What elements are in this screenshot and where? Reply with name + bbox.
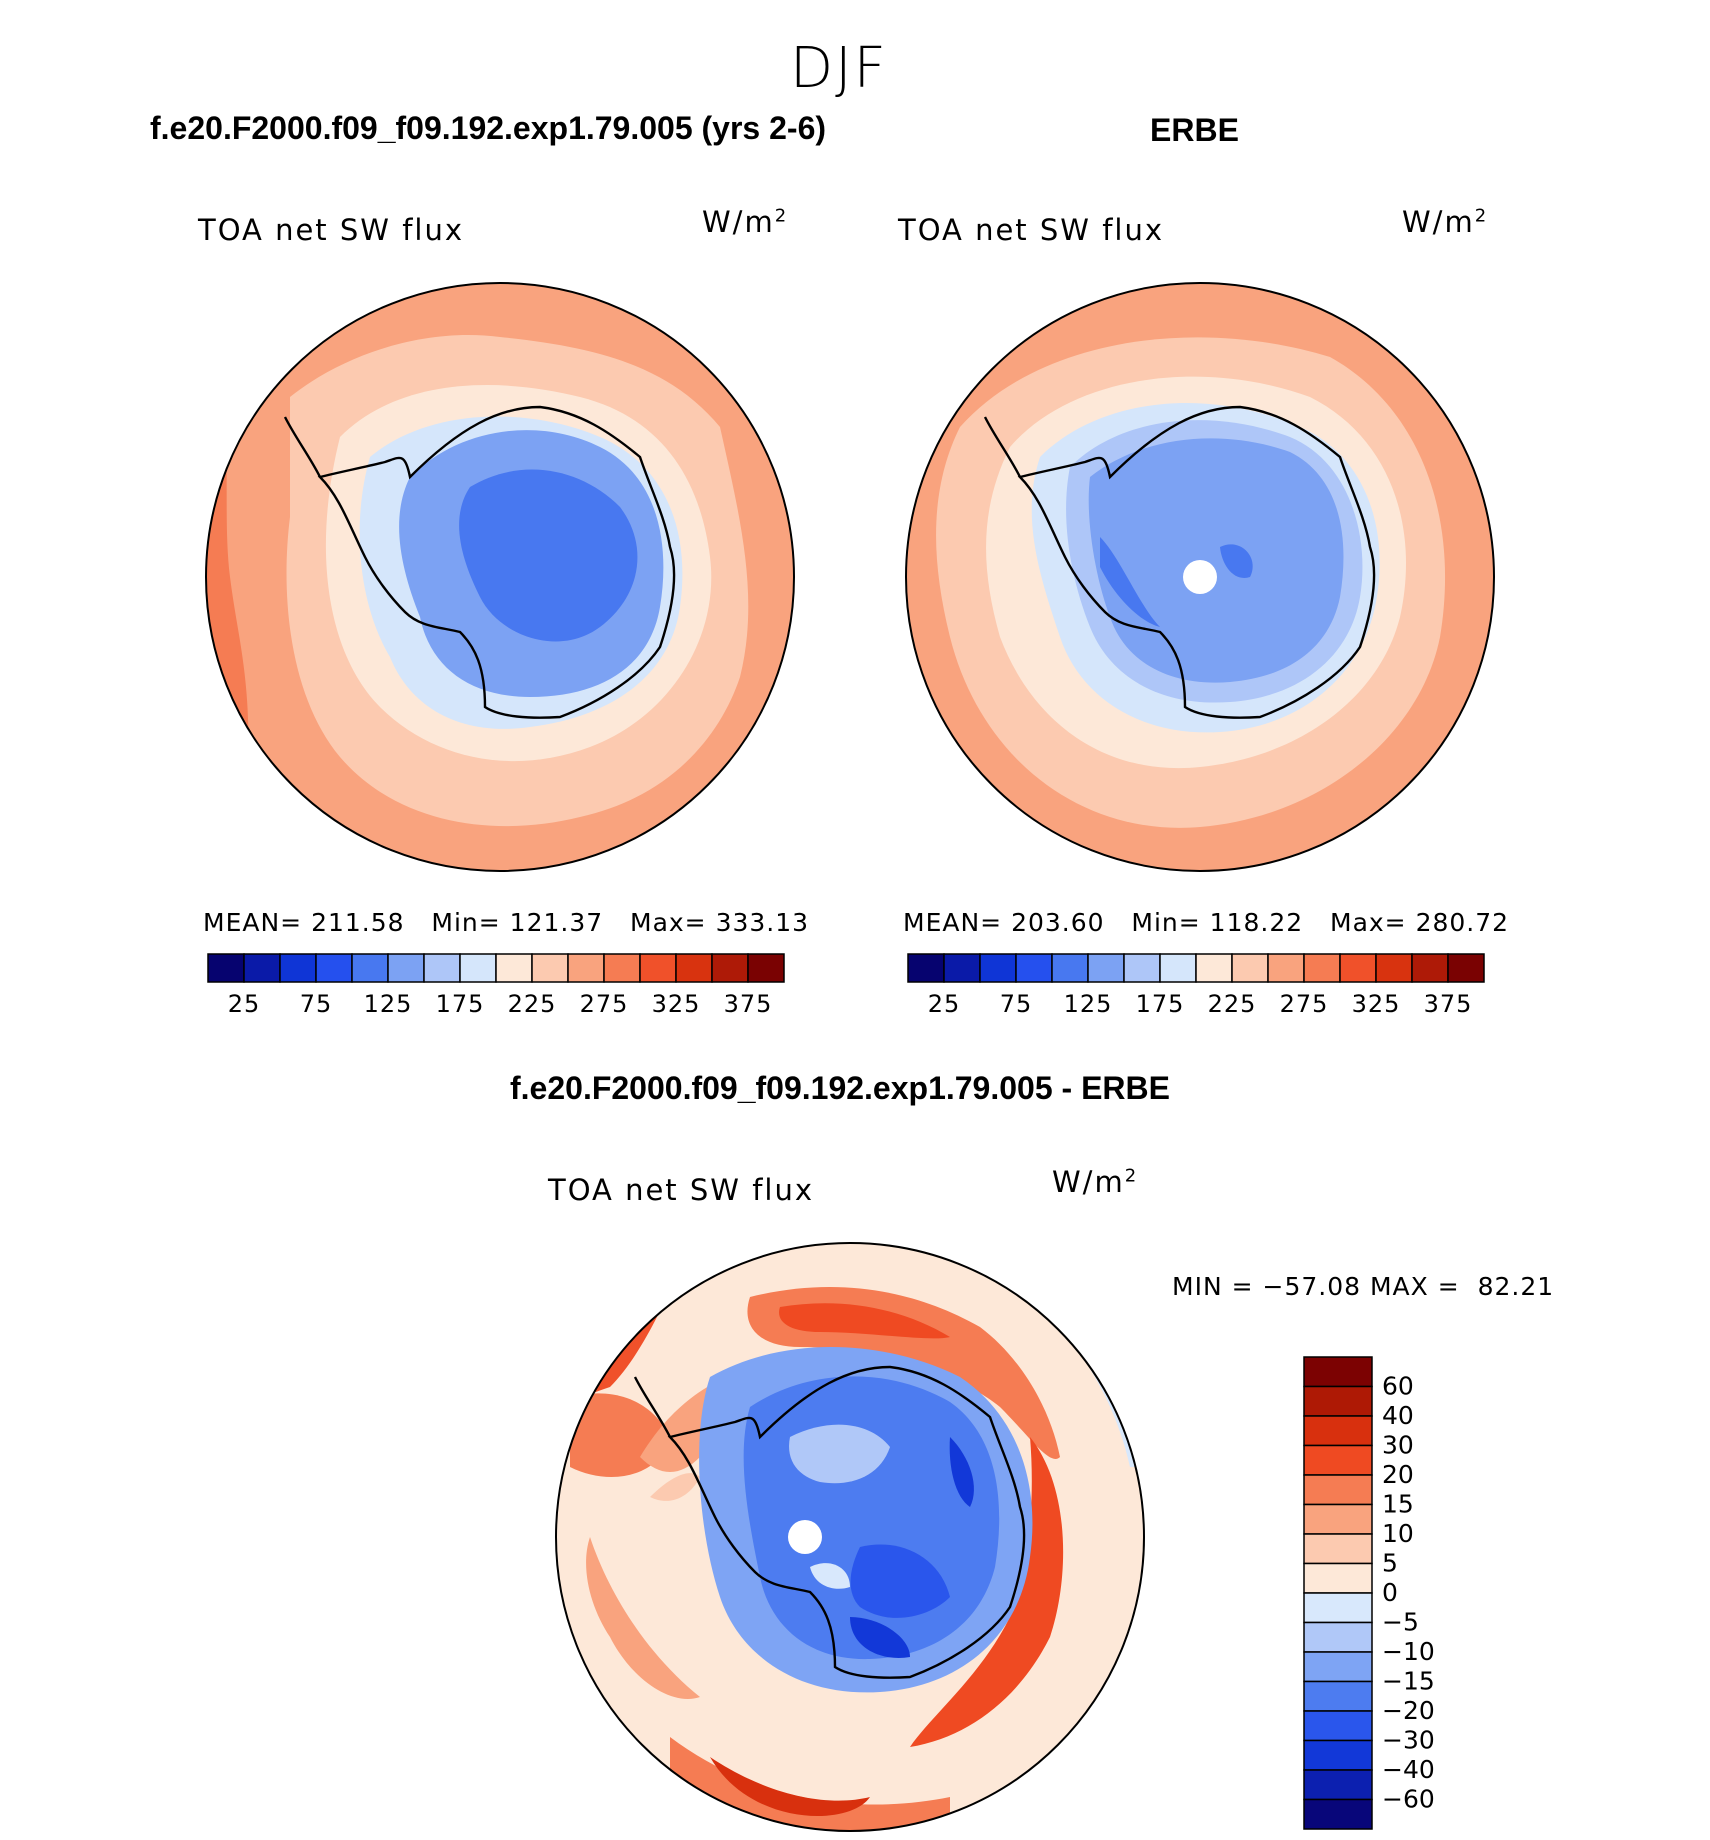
colorbar-model-box <box>387 953 425 983</box>
units-label-diff: W/m2 <box>1052 1165 1139 1199</box>
colorbar-obs-box <box>979 953 1017 983</box>
colorbar-diff-tick-label: 20 <box>1382 1460 1414 1489</box>
colorbar-obs-tick-label: 275 <box>1280 990 1329 1018</box>
colorbar-obs-box <box>1159 953 1197 983</box>
colorbar-diff-tick-label: −30 <box>1382 1726 1435 1755</box>
colorbar-diff-tick-label: 40 <box>1382 1401 1414 1430</box>
colorbar-diff-box <box>1303 1651 1373 1683</box>
colorbar-diff-box <box>1303 1533 1373 1565</box>
colorbar-obs-box <box>907 953 945 983</box>
colorbar-diff-tick-label: 0 <box>1382 1578 1398 1607</box>
colorbar-model-tick-label: 325 <box>652 990 701 1018</box>
colorbar-diff-box <box>1303 1562 1373 1594</box>
colorbar-obs-box <box>1087 953 1125 983</box>
colorbar-obs-tick-label: 325 <box>1352 990 1401 1018</box>
units-label-obs: W/m2 <box>1402 205 1489 239</box>
colorbar-obs-box <box>943 953 981 983</box>
colorbar-diff-tick-label: 15 <box>1382 1490 1414 1519</box>
colorbar-obs-box <box>1447 953 1485 983</box>
colorbar-model-tick-label: 225 <box>508 990 557 1018</box>
colorbar-model-box <box>495 953 533 983</box>
colorbar-model-tick-label: 275 <box>580 990 629 1018</box>
colorbar-model-box <box>315 953 353 983</box>
colorbar-obs-box <box>1303 953 1341 983</box>
colorbar-diff-box <box>1303 1385 1373 1417</box>
colorbar-model-box <box>423 953 461 983</box>
variable-label-diff: TOA net SW flux <box>548 1173 815 1207</box>
colorbar-diff-box <box>1303 1592 1373 1624</box>
colorbar-model-box <box>567 953 605 983</box>
colorbar-model-tick-label: 25 <box>228 990 261 1018</box>
stats-obs: MEAN= 203.60 Min= 118.22 Max= 280.72 <box>903 908 1510 937</box>
colorbar-diff-box <box>1303 1474 1373 1506</box>
colorbar-diff-tick-label: −5 <box>1382 1608 1419 1637</box>
colorbar-model-box <box>207 953 245 983</box>
colorbar-model-box <box>747 953 785 983</box>
colorbar-diff-tick-label: −40 <box>1382 1755 1435 1784</box>
variable-label-obs: TOA net SW flux <box>898 213 1165 247</box>
colorbar-obs-tick-label: 375 <box>1424 990 1473 1018</box>
colorbar-model-box <box>603 953 641 983</box>
units-label-model: W/m2 <box>702 205 789 239</box>
colorbar-diff-tick-label: −60 <box>1382 1785 1435 1814</box>
colorbar-diff-box <box>1303 1444 1373 1476</box>
colorbar-obs-box <box>1231 953 1269 983</box>
colorbar-diff-tick-label: 10 <box>1382 1519 1414 1548</box>
colorbar-obs-box <box>1195 953 1233 983</box>
colorbar-obs: 25 75 125 175 225 275 325 375 <box>907 953 1485 1018</box>
colorbar-model-tick-label: 75 <box>300 990 333 1018</box>
colorbar-obs-box <box>1267 953 1305 983</box>
colorbar-diff-box <box>1303 1356 1373 1388</box>
colorbar-model-box <box>459 953 497 983</box>
colorbar-obs-box <box>1123 953 1161 983</box>
colorbar-obs-tick-label: 75 <box>1000 990 1033 1018</box>
colorbar-obs-box <box>1051 953 1089 983</box>
colorbar-diff-box <box>1303 1621 1373 1653</box>
panel-title-model: f.e20.F2000.f09_f09.192.exp1.79.005 (yrs… <box>150 110 827 146</box>
colorbar-model-box <box>711 953 749 983</box>
colorbar-diff-box <box>1303 1415 1373 1447</box>
colorbar-obs-tick-label: 175 <box>1136 990 1185 1018</box>
colorbar-model-tick-label: 175 <box>436 990 485 1018</box>
variable-label-model: TOA net SW flux <box>198 213 465 247</box>
colorbar-diff-box <box>1303 1710 1373 1742</box>
colorbar-obs-tick-label: 225 <box>1208 990 1257 1018</box>
colorbar-diff-box <box>1303 1739 1373 1771</box>
colorbar-diff-tick-label: 5 <box>1382 1549 1398 1578</box>
colorbar-model: 25 75 125 175 225 275 325 375 <box>207 953 785 1018</box>
colorbar-obs-tick-label: 125 <box>1064 990 1113 1018</box>
colorbar-diff-tick-label: −20 <box>1382 1696 1435 1725</box>
stats-model: MEAN= 211.58 Min= 121.37 Max= 333.13 <box>203 908 810 937</box>
colorbar-obs-box <box>1411 953 1449 983</box>
colorbar-diff-box <box>1303 1798 1373 1830</box>
colorbar-model-box <box>675 953 713 983</box>
figure-suptitle: DJF <box>790 36 888 101</box>
colorbar-model-tick-label: 375 <box>724 990 773 1018</box>
colorbar-diff-box <box>1303 1503 1373 1535</box>
colorbar-model-box <box>531 953 569 983</box>
colorbar-obs-tick-label: 25 <box>928 990 961 1018</box>
polar-map-obs <box>905 282 1495 872</box>
colorbar-diff-tick-label: 60 <box>1382 1372 1414 1401</box>
polar-map-diff <box>555 1242 1145 1832</box>
colorbar-model-box <box>279 953 317 983</box>
colorbar-obs-box <box>1339 953 1377 983</box>
colorbar-diff-tick-label: −15 <box>1382 1667 1435 1696</box>
panel-title-obs: ERBE <box>1150 112 1239 148</box>
colorbar-diff-box <box>1303 1680 1373 1712</box>
stats-diff: MIN = −57.08 MAX = 82.21 <box>1172 1272 1555 1301</box>
colorbar-diff-tick-label: 30 <box>1382 1431 1414 1460</box>
polar-map-model <box>205 282 795 872</box>
colorbar-obs-box <box>1015 953 1053 983</box>
colorbar-model-tick-label: 125 <box>364 990 413 1018</box>
colorbar-model-box <box>639 953 677 983</box>
panel-title-diff: f.e20.F2000.f09_f09.192.exp1.79.005 - ER… <box>510 1070 1170 1106</box>
colorbar-obs-box <box>1375 953 1413 983</box>
colorbar-diff-tick-label: −10 <box>1382 1637 1435 1666</box>
colorbar-model-box <box>351 953 389 983</box>
colorbar-model-box <box>243 953 281 983</box>
colorbar-diff-box <box>1303 1769 1373 1801</box>
